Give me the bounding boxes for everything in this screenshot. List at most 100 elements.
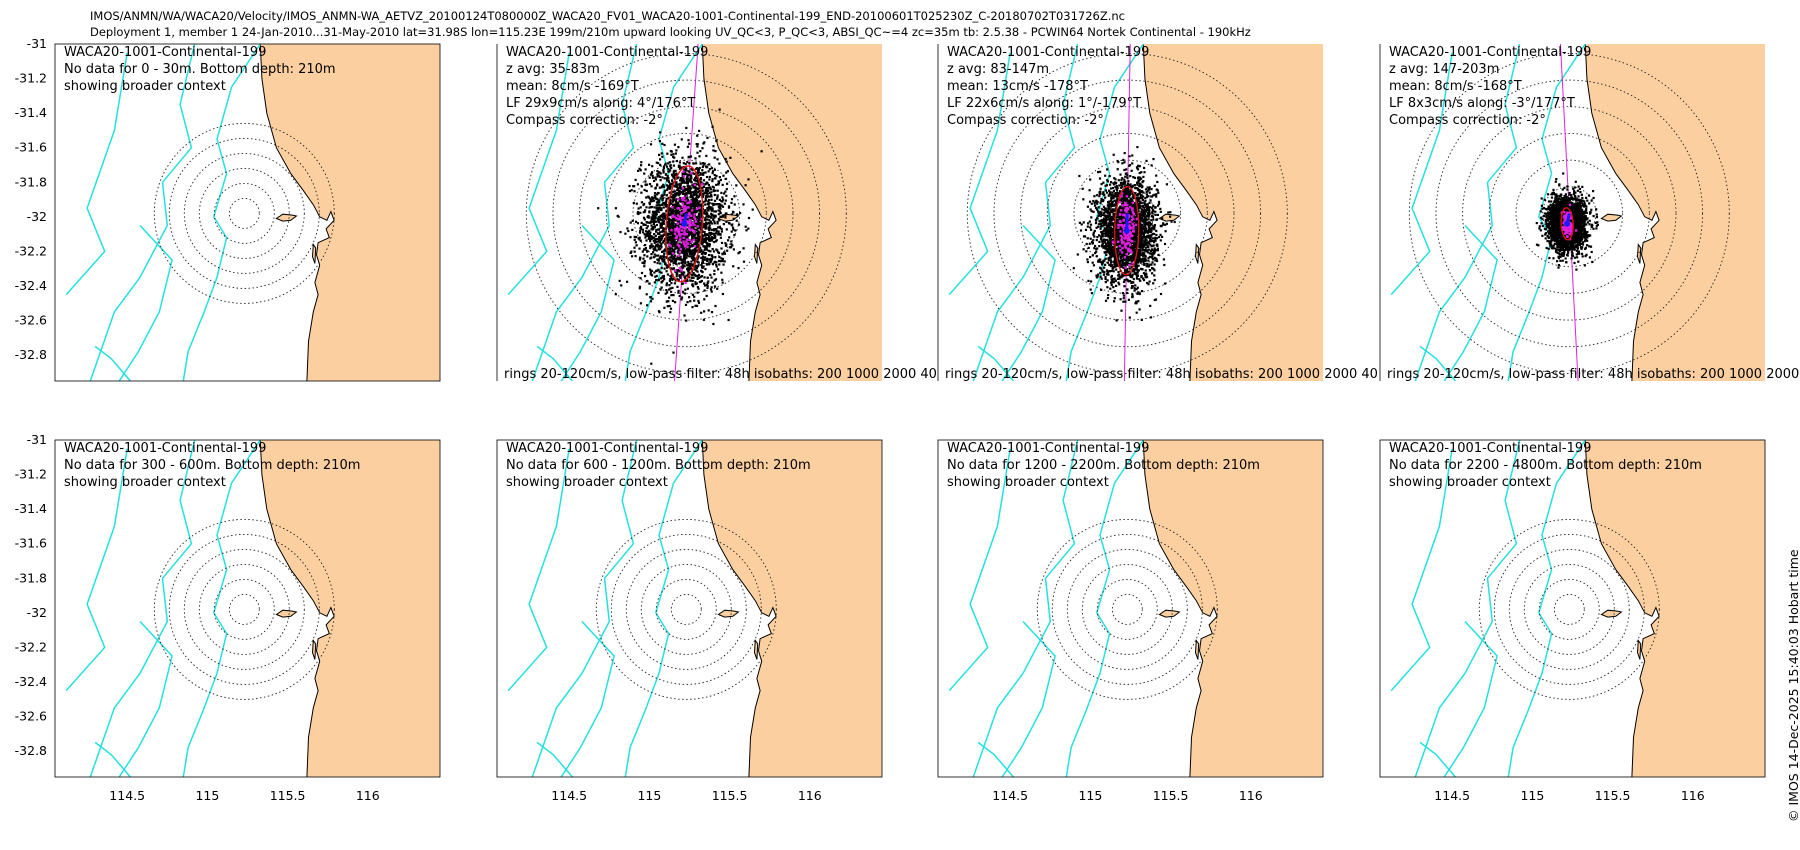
scatter-point: [1117, 219, 1120, 222]
scatter-point: [667, 214, 670, 217]
scatter-point: [1135, 262, 1138, 265]
scatter-point: [717, 259, 721, 263]
scatter-point: [699, 208, 702, 211]
scatter-point: [694, 304, 697, 307]
scatter-point: [707, 214, 710, 217]
scatter-point: [635, 236, 638, 239]
scatter-point: [1132, 195, 1135, 198]
scatter-point: [723, 260, 726, 263]
scatter-point: [675, 198, 678, 201]
scatter-point: [1131, 162, 1134, 165]
scatter-point: [618, 279, 621, 282]
scatter-point: [1149, 304, 1152, 307]
scatter-point: [1111, 252, 1114, 256]
scatter-point: [731, 223, 734, 226]
scatter-point: [1155, 195, 1158, 198]
scatter-point: [717, 251, 720, 254]
scatter-point: [1116, 247, 1120, 250]
scatter-point: [1144, 257, 1147, 261]
scatter-point: [1149, 249, 1152, 252]
scatter-point: [1122, 245, 1125, 248]
scatter-point: [701, 147, 704, 150]
scatter-point: [669, 169, 672, 172]
scatter-point: [1110, 196, 1113, 199]
scatter-point: [710, 198, 713, 201]
scatter-point: [692, 258, 695, 261]
scatter-point: [1130, 236, 1133, 239]
scatter-point: [1132, 248, 1135, 251]
scatter-point: [1135, 275, 1139, 278]
scatter-point: [1138, 190, 1141, 193]
scatter-point: [1126, 291, 1129, 295]
scatter-point: [1145, 193, 1148, 196]
scatter-point: [706, 212, 709, 215]
scatter-point: [653, 216, 656, 219]
scatter-point: [1119, 190, 1122, 193]
scatter-point: [1154, 210, 1157, 213]
scatter-point: [1121, 202, 1124, 206]
scatter-point: [1128, 191, 1131, 194]
scatter-point: [1087, 222, 1090, 225]
scatter-point: [658, 140, 661, 143]
scatter-point: [666, 291, 669, 294]
scatter-point: [1121, 177, 1124, 180]
scatter-point: [721, 205, 725, 208]
scatter-point: [1170, 220, 1173, 223]
scatter-point: [711, 172, 714, 175]
scatter-point: [682, 185, 685, 188]
panel-map: [507, 44, 882, 381]
scatter-point: [671, 231, 674, 234]
scatter-point: [1089, 288, 1092, 291]
scatter-point: [669, 224, 673, 227]
scatter-point: [1132, 268, 1135, 272]
scatter-point: [659, 236, 663, 239]
scatter-point: [1140, 171, 1143, 174]
scatter-point: [674, 174, 677, 177]
isobath-slope-4: [536, 345, 573, 381]
scatter-point: [661, 203, 664, 206]
scatter-point: [633, 246, 636, 249]
scatter-point: [668, 230, 671, 233]
scatter-point: [659, 222, 662, 225]
scatter-point: [1105, 218, 1108, 221]
scatter-point: [1104, 239, 1107, 242]
scatter-point: [677, 291, 680, 294]
scatter-point: [1122, 254, 1125, 257]
scatter-point: [1155, 188, 1158, 191]
scatter-point: [1114, 186, 1117, 189]
scatter-point: [659, 226, 662, 229]
scatter-point: [698, 235, 701, 238]
scatter-point: [1110, 256, 1113, 259]
scatter-point: [1114, 182, 1117, 185]
scatter-point: [649, 247, 652, 250]
scatter-point: [699, 246, 702, 250]
scatter-point: [1153, 224, 1156, 227]
scatter-point: [697, 224, 700, 228]
scatter-point: [1118, 261, 1121, 264]
lowpass-point: [684, 227, 687, 230]
scatter-point: [681, 296, 684, 299]
lowpass-point: [681, 202, 684, 205]
scatter-point: [700, 242, 703, 245]
scatter-point: [1112, 204, 1115, 207]
scatter-point: [694, 198, 697, 201]
scatter-point: [690, 232, 694, 235]
scatter-point: [677, 165, 680, 168]
scatter-point: [677, 219, 680, 223]
scatter-point: [721, 281, 724, 284]
scatter-point: [704, 190, 707, 193]
scatter-point: [631, 219, 634, 222]
scatter-point: [698, 195, 701, 198]
scatter-point: [676, 256, 679, 259]
scatter-point: [627, 229, 630, 233]
scatter-point: [1111, 197, 1114, 200]
scatter-point: [657, 238, 660, 241]
scatter-point: [646, 280, 649, 283]
scatter-point: [1129, 189, 1132, 192]
scatter-point: [1147, 226, 1151, 229]
scatter-point: [1142, 232, 1145, 235]
scatter-point: [666, 152, 669, 155]
scatter-point: [697, 301, 701, 304]
scatter-point: [1144, 246, 1148, 249]
scatter-point: [646, 232, 649, 235]
